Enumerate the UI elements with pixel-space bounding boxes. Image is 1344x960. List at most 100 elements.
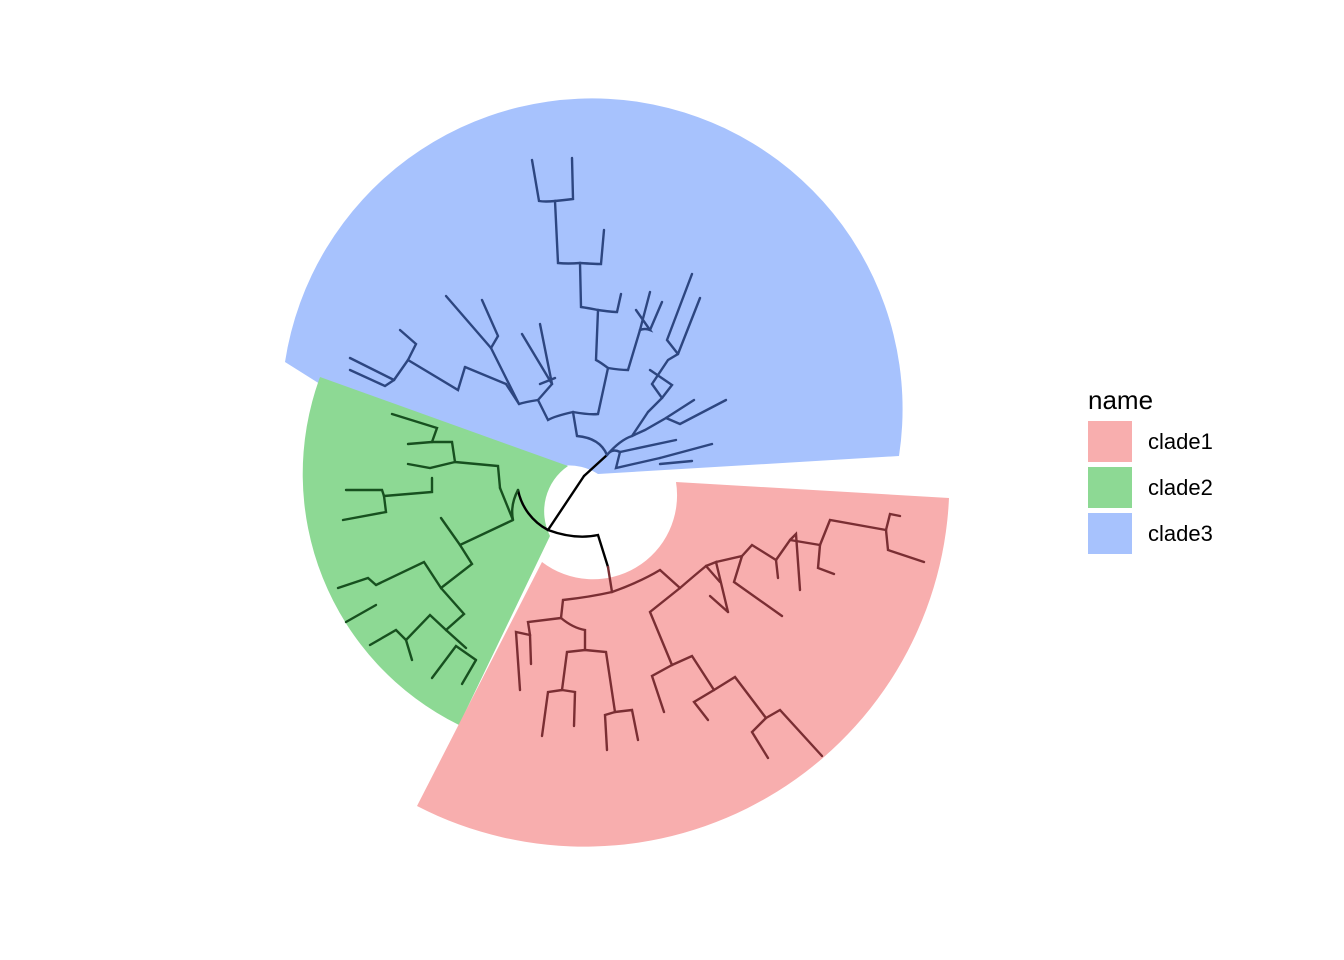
tree-branch	[648, 300, 664, 332]
tree-branch	[368, 628, 408, 647]
tree-branch	[692, 688, 716, 722]
tree-branch	[514, 630, 532, 692]
tree-branch	[750, 716, 770, 760]
tree-branch	[664, 398, 728, 426]
tree-branch	[444, 294, 493, 350]
tree-branch	[571, 410, 609, 457]
legend-item-clade1: clade1	[1088, 416, 1213, 462]
clade3-highlight	[285, 98, 903, 509]
tree-branch	[453, 460, 502, 490]
tree-branch	[606, 328, 642, 372]
tree-branch	[606, 565, 614, 594]
legend: name clade1 clade2 clade3	[1088, 384, 1213, 554]
tree-branch	[528, 633, 533, 666]
tree-branch	[382, 476, 434, 498]
clade3-branches	[348, 156, 728, 470]
tree-branch	[430, 440, 457, 464]
tree-branch	[613, 708, 640, 742]
tree-branch	[658, 568, 682, 590]
tree-branch	[658, 442, 714, 460]
tree-branch	[526, 616, 563, 637]
clade2-branches	[336, 412, 520, 686]
tree-branch	[658, 459, 694, 466]
tree-branch	[460, 658, 478, 686]
legend-item-clade3: clade3	[1088, 508, 1213, 554]
tree-branch	[732, 554, 784, 618]
clade2-highlight	[302, 377, 568, 725]
tree-branch	[712, 675, 768, 720]
legend-swatch-clade3	[1088, 513, 1132, 554]
tree-branch	[638, 290, 652, 332]
clade1-branches	[514, 512, 926, 760]
tree-branch	[463, 365, 508, 386]
tree-branch	[559, 590, 614, 620]
root-branch	[516, 488, 550, 532]
tree-branch	[614, 450, 662, 470]
tree-branch	[489, 346, 521, 406]
tree-branch	[344, 603, 378, 624]
tree-branch	[348, 356, 396, 382]
tree-branch	[406, 358, 467, 392]
legend-label-clade2: clade2	[1148, 475, 1213, 500]
tree-branch	[774, 558, 780, 580]
tree-branch	[603, 710, 617, 752]
tree-branch	[530, 158, 557, 203]
tree-branch	[336, 576, 378, 590]
tree-branch	[560, 688, 577, 728]
tree-branch	[559, 616, 587, 652]
tree-branch	[650, 296, 702, 386]
legend-label-clade1: clade1	[1148, 429, 1213, 454]
tree-branch	[610, 568, 662, 594]
tree-branch	[650, 663, 674, 714]
tree-branch	[538, 322, 554, 386]
tree-branch	[560, 648, 587, 692]
legend-label-clade3: clade3	[1148, 521, 1213, 546]
legend-swatch-clade1	[1088, 421, 1132, 462]
tree-branch	[392, 358, 410, 382]
tree-branch	[583, 648, 617, 714]
tree-branch	[788, 531, 802, 592]
tree-branch	[884, 528, 926, 564]
legend-item-clade2: clade2	[1088, 462, 1213, 508]
tree-branch	[578, 261, 600, 312]
tree-branch	[708, 594, 730, 614]
tree-branch	[818, 518, 888, 547]
root-branches	[516, 453, 610, 569]
tree-branch	[398, 328, 418, 362]
tree-branch	[404, 638, 414, 662]
tree-branch	[648, 586, 682, 667]
tree-branch	[594, 308, 610, 370]
tree-branch	[764, 708, 824, 758]
legend-title: name	[1088, 385, 1154, 415]
clade-highlights	[285, 98, 949, 847]
tree-branch	[444, 628, 468, 650]
tree-branch	[571, 366, 610, 416]
tree-branch	[430, 644, 478, 680]
tree-branch	[578, 228, 606, 266]
tree-branch	[540, 688, 564, 738]
tree-branch	[344, 488, 386, 498]
tree-branch	[553, 156, 575, 203]
tree-branch	[536, 398, 575, 422]
tree-branch	[714, 543, 778, 564]
tree-branch	[538, 376, 557, 386]
tree-branch	[665, 272, 694, 356]
tree-branch	[630, 398, 696, 438]
tree-branch	[406, 440, 434, 446]
tree-branch	[670, 654, 716, 692]
clade1-highlight	[417, 482, 949, 847]
tree-branch	[596, 292, 623, 314]
tree-branch	[348, 368, 396, 388]
tree-branch	[341, 494, 388, 522]
tree-branch	[816, 543, 836, 576]
tree-branch	[480, 298, 500, 350]
tree-branch	[406, 460, 457, 470]
root-branch	[546, 474, 586, 532]
root-branch	[582, 453, 609, 478]
root-branch	[546, 528, 610, 569]
legend-swatch-clade2	[1088, 467, 1132, 508]
tree-branch	[390, 412, 439, 444]
tree-branch	[884, 512, 902, 532]
tree-branch	[553, 199, 582, 265]
